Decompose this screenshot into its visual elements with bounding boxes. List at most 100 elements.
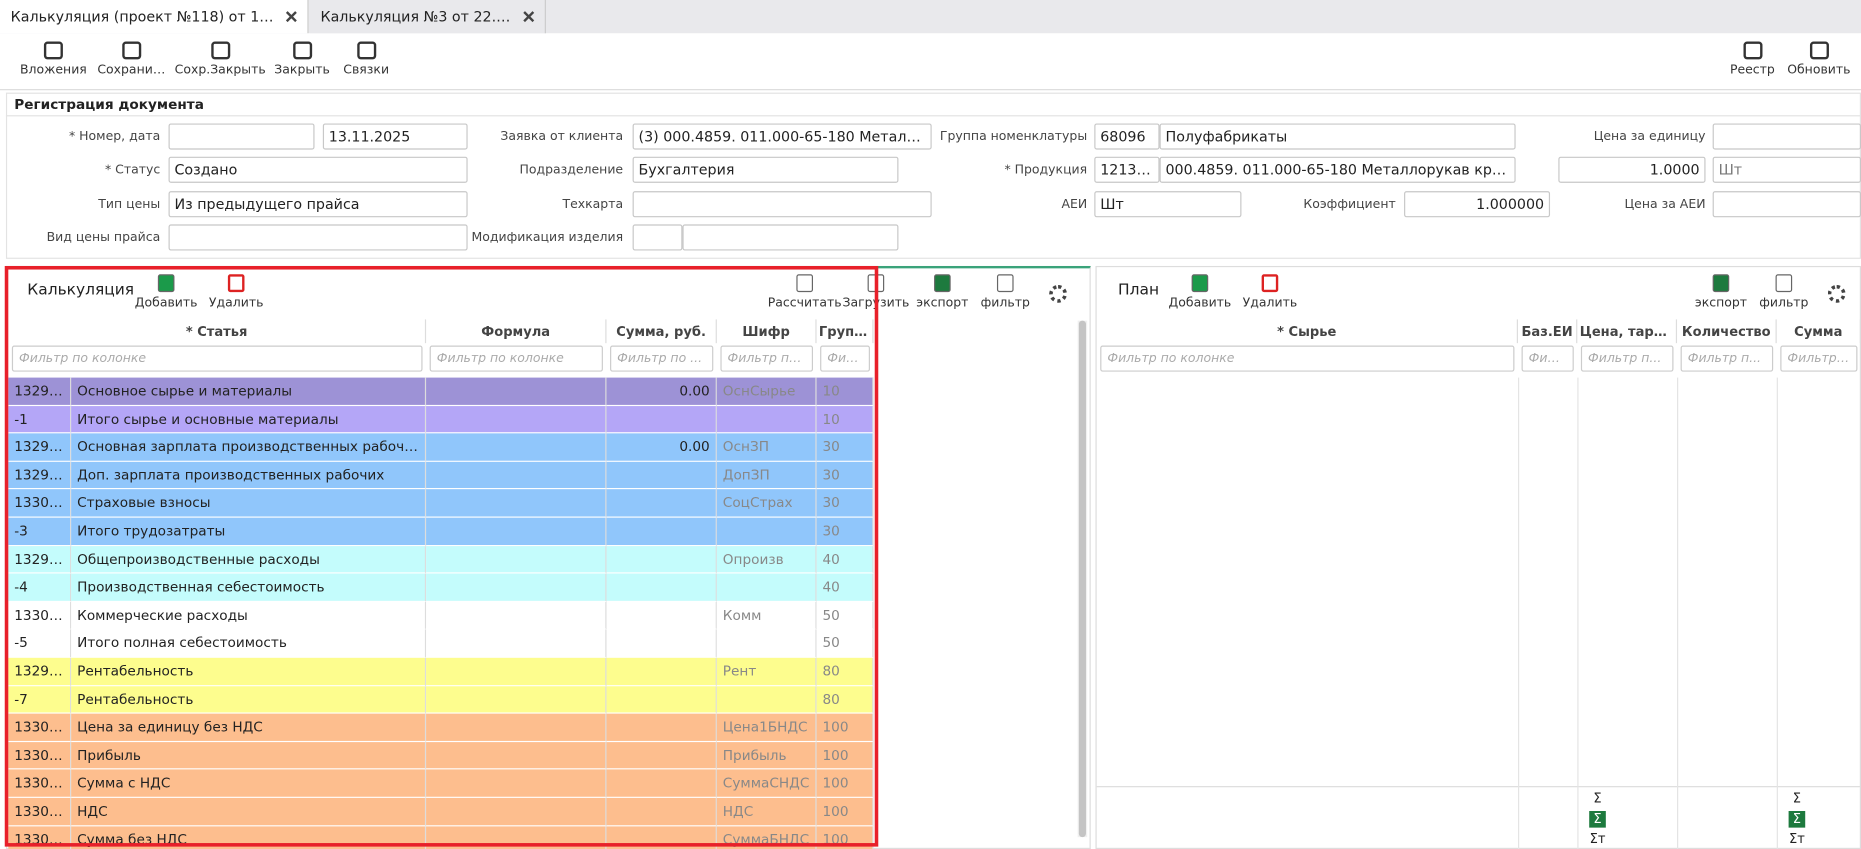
grid-cell[interactable]: Опроизв — [716, 545, 817, 574]
grid-cell[interactable]: Доп. зарплата производственных рабочих — [71, 461, 427, 490]
column-header[interactable]: Количество — [1677, 319, 1777, 344]
grid-cell[interactable]: 80 — [816, 657, 874, 686]
grid-cell[interactable]: 100 — [816, 741, 874, 770]
grid-cell[interactable] — [606, 517, 717, 546]
toolbar-button[interactable]: Удалить — [1242, 295, 1298, 310]
grid-cell[interactable]: Основная зарплата производственных рабоч… — [71, 433, 427, 462]
field-input[interactable] — [1712, 123, 1861, 150]
grid-cell[interactable] — [426, 601, 607, 630]
field-input[interactable]: 68096 — [1094, 123, 1160, 150]
grid-cell[interactable] — [426, 713, 607, 742]
grid-cell[interactable] — [426, 741, 607, 770]
grid-cell[interactable] — [426, 657, 607, 686]
grid-cell[interactable]: Сумма с НДС — [71, 769, 427, 798]
grid-cell[interactable]: Прибыль — [71, 741, 427, 770]
grid-cell[interactable]: 132993 — [8, 545, 72, 574]
grid-cell[interactable]: 132965 — [8, 461, 72, 490]
footer-symbol[interactable]: Σт — [1589, 831, 1606, 847]
grid-cell[interactable]: 132995 — [8, 377, 72, 406]
field-input[interactable]: 1.000000 — [1404, 191, 1551, 218]
grid-cell[interactable]: 100 — [816, 713, 874, 742]
field-input[interactable] — [632, 224, 683, 251]
field-input[interactable]: 1.0000 — [1558, 156, 1706, 183]
field-input[interactable]: Из предыдущего прайса — [168, 191, 468, 218]
grid-cell[interactable]: Итого трудозатраты — [71, 517, 427, 546]
grid-cell[interactable]: -3 — [8, 517, 72, 546]
grid-cell[interactable]: Прибыль — [716, 741, 817, 770]
grid-cell[interactable]: Рент — [716, 657, 817, 686]
footer-symbol[interactable]: Σ — [1792, 790, 1802, 807]
scrollbar-thumb[interactable] — [1078, 320, 1086, 838]
grid-cell[interactable]: 133020 — [8, 741, 72, 770]
column-header[interactable]: Цена, тариф — [1577, 319, 1678, 344]
grid-cell[interactable]: -7 — [8, 685, 72, 714]
grid-cell[interactable]: НДС — [71, 797, 427, 826]
tab[interactable] — [0, 0, 309, 34]
grid-cell[interactable]: 0.00 — [606, 433, 717, 462]
field-input[interactable]: 121328 — [1094, 156, 1160, 183]
field-input[interactable]: Шт — [1712, 156, 1861, 183]
grid-cell[interactable] — [716, 405, 817, 434]
column-filter[interactable]: Фильтр п... — [1580, 345, 1674, 372]
column-filter[interactable]: Фильтр по — [1780, 345, 1858, 372]
grid-cell[interactable]: -1 — [8, 405, 72, 434]
grid-cell[interactable] — [606, 489, 717, 518]
grid-cell[interactable] — [426, 573, 607, 602]
grid-cell[interactable]: Итого полная себестоимость — [71, 629, 427, 658]
grid-cell[interactable]: Общепроизводственные расходы — [71, 545, 427, 574]
grid-cell[interactable]: Комм — [716, 601, 817, 630]
column-filter[interactable]: Фильтр по колонке — [1100, 345, 1515, 372]
grid-cell[interactable] — [716, 573, 817, 602]
column-filter[interactable]: Фильтр по колонке — [11, 345, 423, 372]
grid-cell[interactable]: 40 — [816, 573, 874, 602]
grid-cell[interactable]: 100 — [816, 769, 874, 798]
grid-cell[interactable] — [426, 797, 607, 826]
grid-cell[interactable]: ДопЗП — [716, 461, 817, 490]
grid-cell[interactable]: -5 — [8, 629, 72, 658]
toolbar-button[interactable]: фильтр — [980, 295, 1030, 310]
grid-cell[interactable]: Цена1БНДС — [716, 713, 817, 742]
grid-cell[interactable] — [606, 629, 717, 658]
grid-cell[interactable]: Страховые взносы — [71, 489, 427, 518]
field-input[interactable] — [1712, 191, 1861, 218]
grid-cell[interactable] — [606, 405, 717, 434]
grid-cell[interactable] — [606, 741, 717, 770]
grid-cell[interactable]: 100 — [816, 797, 874, 826]
field-input[interactable]: Шт — [1094, 191, 1242, 218]
footer-symbol[interactable]: Σ — [1593, 790, 1602, 807]
grid-cell[interactable] — [716, 517, 817, 546]
field-input[interactable]: (3) 000.4859. 011.000-65-180 Металлорука… — [632, 123, 932, 150]
field-input[interactable]: 000.4859. 011.000-65-180 Металлорукав кр… — [1159, 156, 1516, 183]
column-filter[interactable]: Фильтр по ... — [720, 345, 813, 372]
field-input[interactable]: Создано — [168, 156, 468, 183]
grid-cell[interactable]: 30 — [816, 433, 874, 462]
grid-cell[interactable]: 133007 — [8, 713, 72, 742]
grid-cell[interactable] — [426, 405, 607, 434]
grid-cell[interactable] — [606, 685, 717, 714]
grid-cell[interactable]: 40 — [816, 545, 874, 574]
gear[interactable] — [1827, 284, 1846, 303]
grid-cell[interactable]: -4 — [8, 573, 72, 602]
toolbar-button[interactable]: фильтр — [1759, 295, 1809, 310]
field-input[interactable] — [682, 224, 899, 251]
grid-cell[interactable]: 50 — [816, 629, 874, 658]
field-input[interactable]: 13.11.2025 — [322, 123, 468, 150]
column-header[interactable]: * Сырье — [1097, 319, 1518, 344]
grid-cell[interactable] — [426, 545, 607, 574]
grid-cell[interactable]: 30 — [816, 489, 874, 518]
column-header[interactable]: Сумма, руб. — [606, 319, 717, 344]
grid-cell[interactable]: НДС — [716, 797, 817, 826]
grid-cell[interactable]: 10 — [816, 377, 874, 406]
footer-symbol[interactable]: Σ — [1788, 811, 1806, 828]
grid-cell[interactable]: СоцСтрах — [716, 489, 817, 518]
grid-cell[interactable]: Итого сырье и основные материалы — [71, 405, 427, 434]
grid-cell[interactable] — [426, 489, 607, 518]
grid-cell[interactable] — [606, 769, 717, 798]
field-input[interactable] — [632, 191, 932, 218]
grid-cell[interactable] — [426, 433, 607, 462]
grid-cell[interactable] — [606, 797, 717, 826]
grid-cell[interactable] — [426, 377, 607, 406]
column-header[interactable]: Группа — [817, 319, 874, 344]
field-input[interactable]: Полуфабрикаты — [1159, 123, 1516, 150]
column-header[interactable]: Баз.ЕИ — [1518, 319, 1578, 344]
